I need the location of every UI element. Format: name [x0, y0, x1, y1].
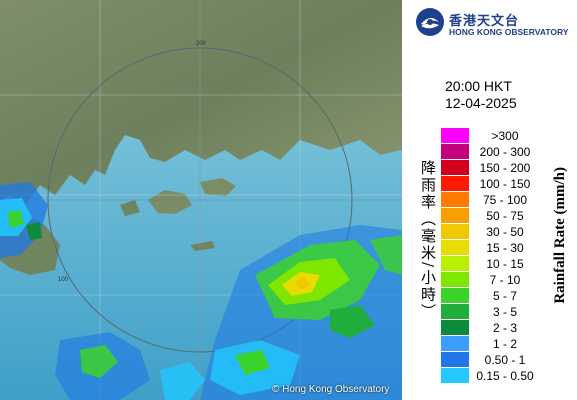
- legend-label: 75 - 100: [482, 193, 528, 207]
- legend-panel: 香港天文台 HONG KONG OBSERVATORY 20:00 HKT 12…: [402, 0, 577, 400]
- range-label-200: 200: [196, 41, 207, 47]
- observation-time: 20:00 HKT: [445, 78, 512, 94]
- legend-row: 7 - 10: [441, 272, 537, 288]
- legend-swatch: [441, 240, 469, 255]
- legend-swatch: [441, 272, 469, 287]
- legend-row: 200 - 300: [441, 144, 537, 160]
- legend-label: 2 - 3: [492, 321, 517, 335]
- legend-row: 2 - 3: [441, 320, 537, 336]
- legend-swatch: [441, 320, 469, 335]
- legend-swatch: [441, 288, 469, 303]
- radar-map: 100 200 © Hong Kong Observatory: [0, 0, 402, 400]
- legend-label: 7 - 10: [489, 273, 521, 287]
- legend-label: 0.15 - 0.50: [476, 369, 534, 383]
- legend-swatch: [441, 128, 469, 143]
- hko-emblem-icon: [416, 8, 444, 36]
- legend-row: 75 - 100: [441, 192, 537, 208]
- legend-unit-zh: 降雨率（毫米/小時）: [419, 160, 437, 321]
- rain-echo-south: [55, 332, 205, 400]
- legend-label: 150 - 200: [479, 161, 531, 175]
- island-small-2: [190, 241, 215, 251]
- legend-row: 10 - 15: [441, 256, 537, 272]
- legend-label: 0.50 - 1: [484, 353, 526, 367]
- legend-row: 150 - 200: [441, 160, 537, 176]
- legend-swatch: [441, 304, 469, 319]
- legend-label: 3 - 5: [492, 305, 517, 319]
- legend-label: 50 - 75: [486, 209, 524, 223]
- legend-row: 0.15 - 0.50: [441, 368, 537, 384]
- legend-row: 3 - 5: [441, 304, 537, 320]
- legend-row: 100 - 150: [441, 176, 537, 192]
- org-name-zh: 香港天文台: [449, 14, 520, 29]
- legend-row: 15 - 30: [441, 240, 537, 256]
- hong-kong-island: [200, 178, 236, 196]
- legend-swatch: [441, 336, 469, 351]
- legend-row: >300: [441, 128, 537, 144]
- legend-label: 10 - 15: [486, 257, 524, 271]
- legend-swatch: [441, 352, 469, 367]
- legend-swatch: [441, 368, 469, 383]
- rain-echo-southeast: [200, 225, 402, 400]
- legend-swatch: [441, 192, 469, 207]
- range-label-100: 100: [58, 277, 69, 283]
- legend-swatch: [441, 224, 469, 239]
- radar-map-image: 100 200: [0, 0, 402, 400]
- legend-label: 5 - 7: [492, 289, 517, 303]
- rain-echo-west: [0, 182, 48, 258]
- legend-swatch: [441, 208, 469, 223]
- legend-label: 100 - 150: [479, 177, 531, 191]
- legend-row: 30 - 50: [441, 224, 537, 240]
- observation-date: 12-04-2025: [445, 95, 517, 111]
- legend-swatch: [441, 160, 469, 175]
- legend-label: 200 - 300: [479, 145, 531, 159]
- mainland: [0, 0, 402, 205]
- legend-label: 30 - 50: [486, 225, 524, 239]
- map-credit: © Hong Kong Observatory: [272, 384, 390, 395]
- legend-swatch: [441, 144, 469, 159]
- legend-swatch: [441, 176, 469, 191]
- rainfall-legend: >300 200 - 300 150 - 200 100 - 150 75 - 100 5…: [441, 128, 537, 384]
- org-name-en: HONG KONG OBSERVATORY: [449, 27, 569, 37]
- legend-unit-en: Rainfall Rate (mm/h): [552, 167, 568, 304]
- lantau-island: [148, 190, 192, 214]
- legend-label: 1 - 2: [492, 337, 517, 351]
- island-small-1: [120, 200, 140, 216]
- legend-row: 0.50 - 1: [441, 352, 537, 368]
- legend-swatch: [441, 256, 469, 271]
- legend-label: 15 - 30: [486, 241, 524, 255]
- legend-row: 5 - 7: [441, 288, 537, 304]
- legend-row: 1 - 2: [441, 336, 537, 352]
- legend-row: 50 - 75: [441, 208, 537, 224]
- hko-logo: 香港天文台 HONG KONG OBSERVATORY: [415, 7, 575, 37]
- legend-label: >300: [491, 129, 519, 143]
